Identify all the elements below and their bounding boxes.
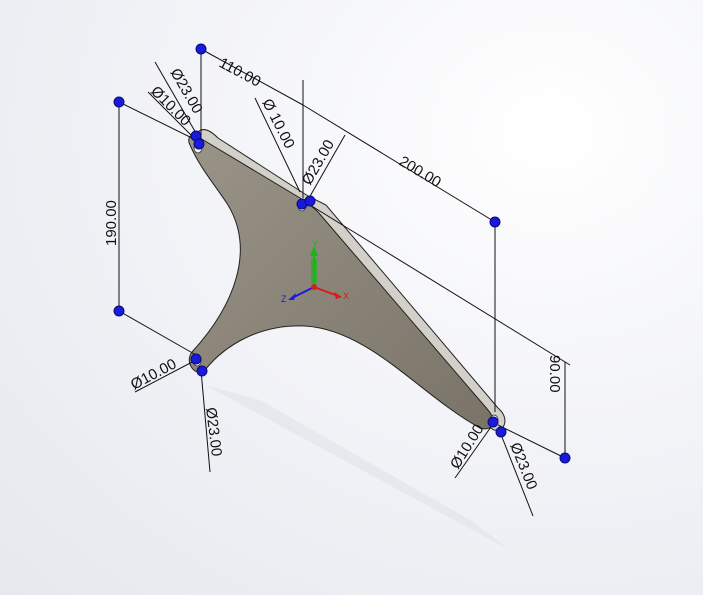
y-axis-label: Y xyxy=(312,239,318,249)
handle-point[interactable] xyxy=(195,43,207,55)
y-axis-arrowhead-icon xyxy=(310,246,318,256)
dim-hole-br-outer[interactable]: Ø23.00 xyxy=(506,440,540,492)
handle-point[interactable] xyxy=(190,353,202,365)
dim-110[interactable]: 110.00 xyxy=(216,55,264,91)
handle-point[interactable] xyxy=(193,138,205,150)
x-axis-arrow-icon xyxy=(313,286,339,297)
z-axis-label: Z xyxy=(281,294,287,304)
handle-point[interactable] xyxy=(304,195,316,207)
handle-point[interactable] xyxy=(559,452,571,464)
handle-point[interactable] xyxy=(113,305,125,317)
dim-hole-br-inner[interactable]: Ø10.00 xyxy=(447,421,487,472)
dim-90[interactable]: 90.00 xyxy=(546,355,563,393)
part-face[interactable] xyxy=(188,134,494,430)
handle-point[interactable] xyxy=(196,365,208,377)
origin-icon xyxy=(311,284,317,290)
handle-point[interactable] xyxy=(113,96,125,108)
dimension-lines xyxy=(118,48,571,517)
dim-190[interactable]: 190.00 xyxy=(103,200,120,246)
y-axis-bar-icon xyxy=(311,258,317,284)
sketch-handles[interactable] xyxy=(113,43,571,464)
part-shadow xyxy=(205,385,510,550)
handle-point[interactable] xyxy=(495,426,507,438)
x-axis-label: X xyxy=(343,291,349,301)
handle-point[interactable] xyxy=(487,416,499,428)
handle-point[interactable] xyxy=(489,216,501,228)
dim-200[interactable]: 200.00 xyxy=(396,153,444,191)
z-axis-arrow-icon xyxy=(291,286,315,299)
dim-hole-bl-inner[interactable]: Ø10.00 xyxy=(128,355,179,393)
dim-hole-bl-outer[interactable]: Ø23.00 xyxy=(202,406,225,457)
x-axis-arrowhead-icon xyxy=(334,292,342,299)
dim-hole-tm-outer[interactable]: Ø23.00 xyxy=(299,137,338,188)
dim-hole-tm-inner[interactable]: Ø 10.00 xyxy=(258,96,297,151)
z-axis-arrowhead-icon xyxy=(288,293,296,300)
coordinate-triad: Y X Z xyxy=(281,239,349,304)
